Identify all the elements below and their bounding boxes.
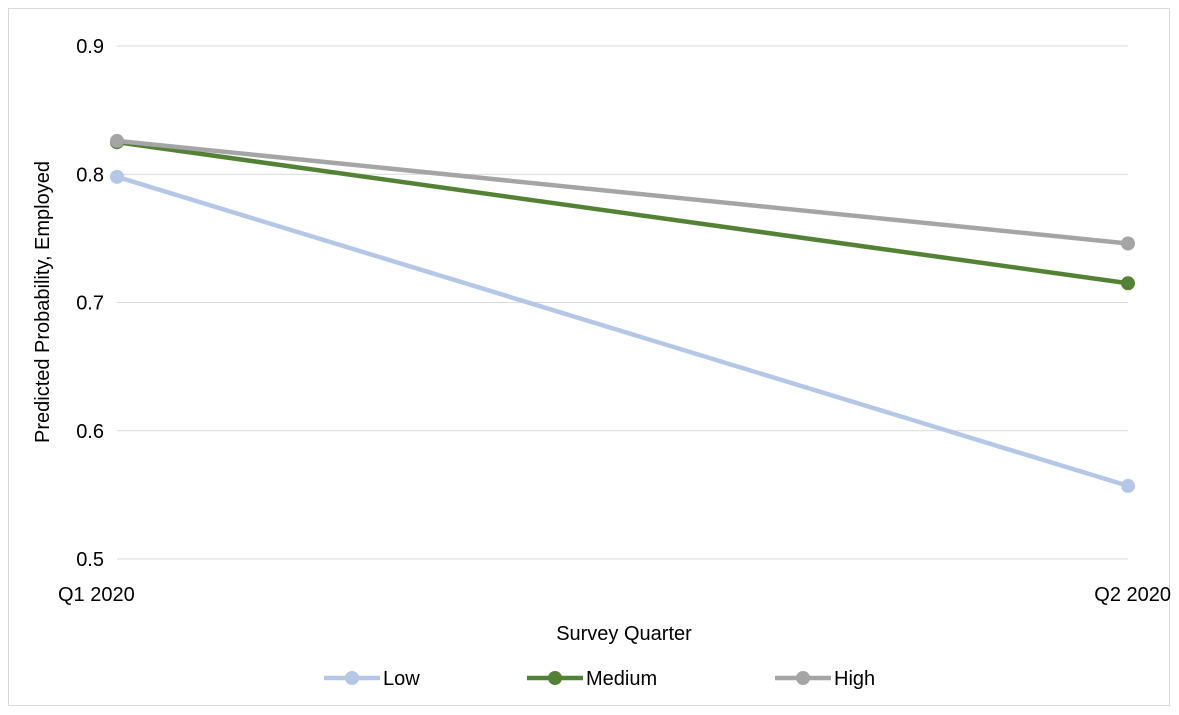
- series-group: [110, 133, 1135, 493]
- legend-item-low: Low: [324, 668, 420, 690]
- legend-swatch-marker: [796, 671, 810, 685]
- legend: Low Medium High: [324, 668, 875, 690]
- data-point-low: [1121, 478, 1135, 493]
- series-line-high: [114, 138, 1131, 246]
- series-line-low: [114, 174, 1131, 489]
- y-tick-label: 0.7: [76, 293, 104, 315]
- data-point-medium: [1121, 276, 1135, 291]
- legend-label: High: [834, 668, 875, 690]
- y-tick-label: 0.5: [76, 549, 104, 571]
- x-axis-ticks: Q1 2020 Q2 2020: [58, 584, 1171, 606]
- series-line-medium: [114, 139, 1131, 286]
- y-tick-label: 0.9: [76, 36, 104, 58]
- legend-item-high: High: [775, 668, 875, 690]
- data-point-high: [1121, 236, 1135, 251]
- legend-swatch-marker: [345, 671, 359, 685]
- gridlines: [117, 45, 1128, 560]
- y-axis-title: Predicted Probability, Employed: [32, 161, 54, 443]
- x-tick-label: Q2 2020: [1094, 584, 1171, 606]
- legend-label: Medium: [586, 668, 657, 690]
- legend-item-medium: Medium: [527, 668, 657, 690]
- y-axis-ticks: 0.5 0.6 0.7 0.8 0.9: [76, 36, 104, 571]
- chart-area: [8, 8, 1170, 706]
- legend-label: Low: [383, 668, 420, 690]
- y-tick-label: 0.6: [76, 421, 104, 443]
- data-point-high: [110, 133, 124, 148]
- legend-swatch-marker: [548, 671, 562, 685]
- data-point-low: [110, 169, 124, 184]
- x-tick-label: Q1 2020: [58, 584, 135, 606]
- y-tick-label: 0.8: [76, 164, 104, 186]
- x-axis-title: Survey Quarter: [556, 623, 692, 645]
